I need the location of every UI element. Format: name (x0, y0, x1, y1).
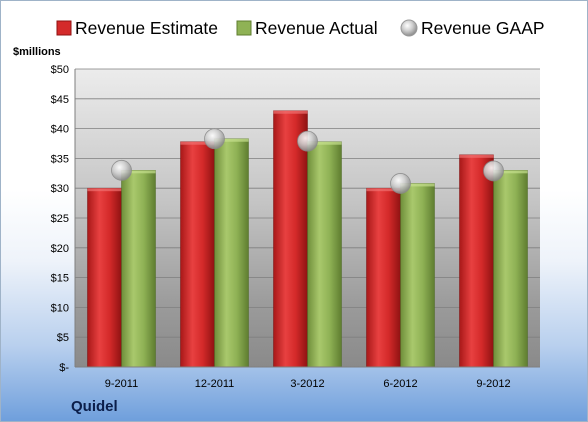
x-axis: 9-2011 12-2011 3-2012 6-2012 9-2012 (75, 366, 540, 390)
gaap-markers (111, 128, 504, 194)
bar-revenue-actual (121, 170, 156, 368)
bar-revenue-estimate (366, 187, 401, 368)
y-tick-label: $40 (51, 124, 69, 136)
bar-cap-actual (400, 183, 435, 187)
bars (87, 110, 528, 368)
bar-cap-estimate (273, 110, 308, 114)
marker-revenue-gaap (204, 128, 225, 150)
marker-revenue-gaap (483, 160, 504, 182)
bar-revenue-actual (214, 138, 249, 368)
bar-revenue-actual (400, 183, 435, 368)
marker-revenue-gaap (390, 173, 411, 194)
x-tick-label: 9-2012 (476, 378, 510, 390)
bar-revenue-estimate (180, 141, 215, 368)
y-tick-label: $15 (51, 273, 69, 285)
x-tick-label: 6-2012 (383, 378, 417, 390)
bar-cap-actual (493, 170, 528, 174)
y-tick-label: $30 (51, 183, 69, 195)
marker-revenue-gaap (297, 130, 318, 152)
legend-marker-gaap (400, 19, 418, 37)
bar-cap-actual (214, 138, 249, 142)
bar-cap-estimate (180, 141, 215, 145)
y-tick-label: $10 (51, 302, 69, 314)
bar-revenue-estimate (459, 154, 494, 368)
y-tick-label: $50 (51, 64, 69, 76)
x-tick-label: 12-2011 (195, 378, 235, 390)
legend-label-actual: Revenue Actual (255, 18, 378, 38)
legend-label-estimate: Revenue Estimate (75, 18, 218, 38)
bar-cap-estimate (366, 188, 401, 192)
y-tick-label: $25 (51, 213, 69, 225)
company-name: Quidel (71, 398, 118, 415)
legend-label-gaap: Revenue GAAP (421, 18, 545, 38)
chart-legend: Revenue Estimate Revenue Actual Revenue … (56, 18, 545, 38)
bar-revenue-actual (493, 170, 528, 368)
y-tick-label: $5 (57, 332, 69, 344)
x-tick-label: 3-2012 (290, 378, 324, 390)
bar-cap-actual (121, 170, 156, 174)
bar-revenue-estimate (87, 187, 122, 368)
y-tick-label: $- (59, 362, 69, 374)
legend-item-revenue-actual: Revenue Actual (236, 18, 378, 38)
y-tick-label: $45 (51, 94, 69, 106)
legend-swatch-estimate (56, 20, 72, 36)
y-tick-label: $35 (51, 153, 69, 165)
legend-swatch-actual (236, 20, 252, 36)
bar-revenue-actual (307, 141, 342, 368)
bar-cap-estimate (87, 188, 122, 192)
bar-cap-estimate (459, 154, 494, 158)
y-tick-label: $20 (51, 243, 69, 255)
legend-item-revenue-estimate: Revenue Estimate (56, 18, 218, 38)
x-tick-label: 9-2011 (105, 378, 138, 390)
y-axis: $- $5 $10 $15 $20 $25 $30 $35 $40 $45 $50 (51, 64, 76, 374)
legend-item-revenue-gaap: Revenue GAAP (400, 18, 545, 38)
marker-revenue-gaap (111, 159, 132, 181)
bar-cap-actual (307, 141, 342, 145)
unit-label: $millions (13, 46, 61, 58)
